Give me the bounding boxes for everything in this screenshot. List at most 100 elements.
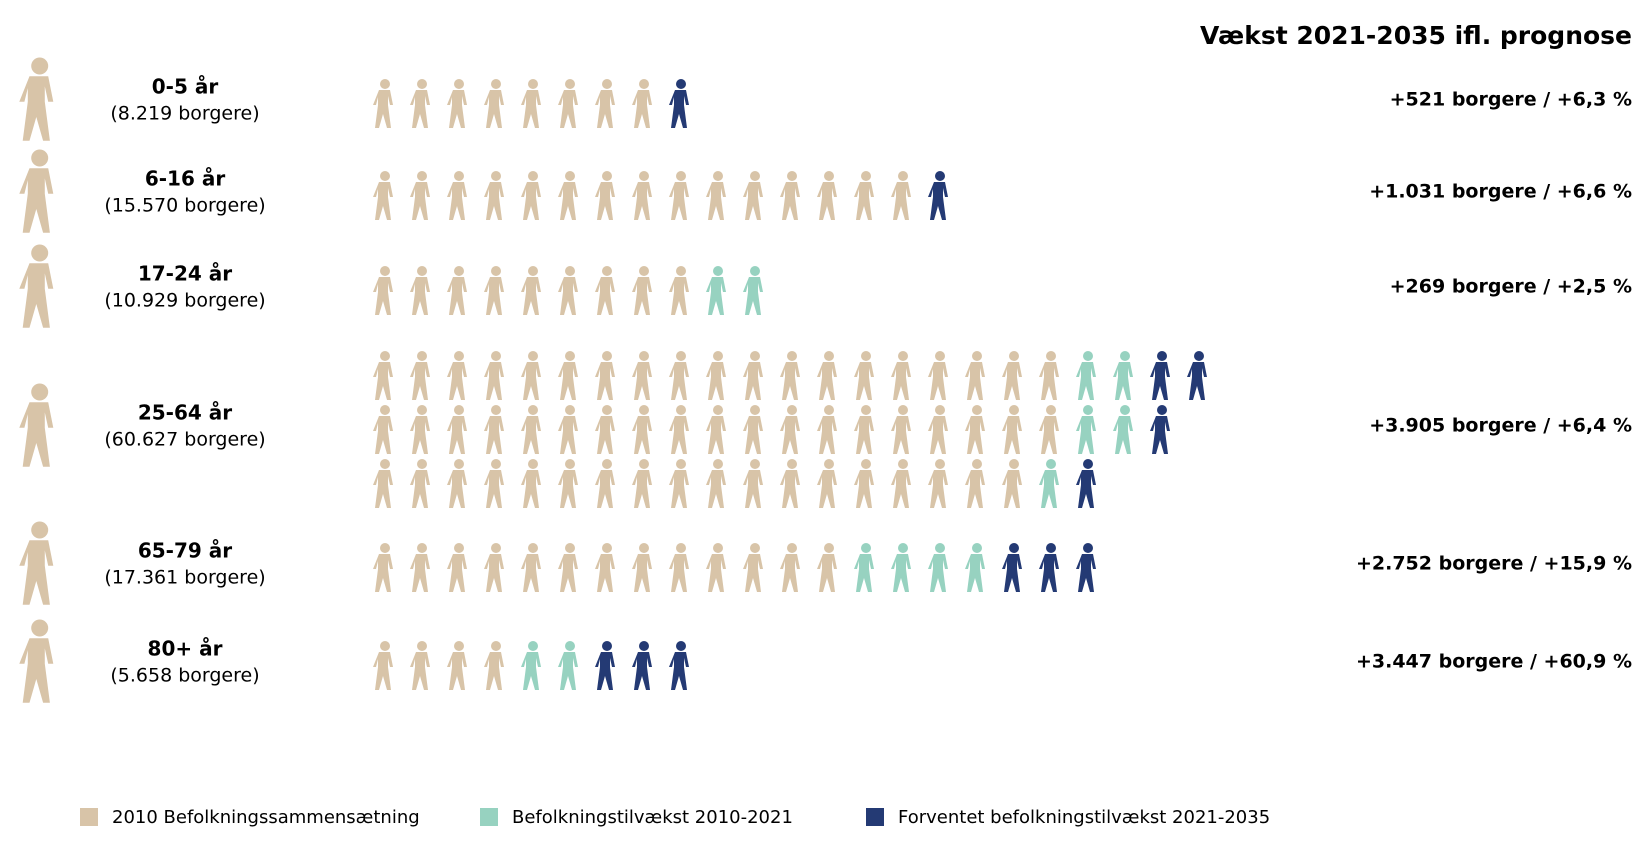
icon-body: [854, 362, 874, 400]
person-icon: [743, 405, 763, 454]
icon-body: [558, 652, 578, 690]
person-icon: [632, 171, 652, 220]
icon-body: [447, 90, 467, 128]
icon-body: [669, 277, 689, 315]
person-icon: [1002, 543, 1022, 592]
icon-head: [676, 405, 686, 415]
icon-head: [491, 459, 501, 469]
icon-head: [602, 351, 612, 361]
icon-head: [676, 351, 686, 361]
icon-head: [750, 405, 760, 415]
person-icon: [595, 351, 615, 400]
icon-body: [484, 362, 504, 400]
icon-body: [1076, 554, 1096, 592]
icon-body: [1150, 362, 1170, 400]
person-icon: [484, 459, 504, 508]
icon-body: [410, 182, 430, 220]
growth-label: +2.752 borgere / +15,9 %: [1356, 553, 1632, 575]
icon-body: [1113, 362, 1133, 400]
legend-swatch: [866, 808, 884, 826]
person-icon: [558, 266, 578, 315]
icon-body: [521, 182, 541, 220]
person-icon: [632, 351, 652, 400]
icon-head: [380, 641, 390, 651]
person-icon: [1039, 543, 1059, 592]
age-label: 6-16 år: [145, 167, 226, 191]
person-icon: [706, 266, 726, 315]
age-icon: [19, 619, 54, 703]
person-icon: [558, 171, 578, 220]
icon-head: [639, 171, 649, 181]
icon-body: [632, 182, 652, 220]
person-icon: [854, 459, 874, 508]
icon-body: [484, 90, 504, 128]
person-icon: [632, 405, 652, 454]
person-icon: [928, 543, 948, 592]
person-icon: [854, 543, 874, 592]
age-label: 80+ år: [148, 637, 223, 661]
icon-head: [750, 266, 760, 276]
icon-head: [491, 79, 501, 89]
person-icon: [669, 543, 689, 592]
icon-head: [31, 149, 49, 167]
icon-body: [410, 554, 430, 592]
person-icon: [521, 641, 541, 690]
person-icon: [891, 543, 911, 592]
person-icon: [595, 171, 615, 220]
age-label: 0-5 år: [152, 75, 219, 99]
person-icon: [817, 171, 837, 220]
person-icon: [632, 459, 652, 508]
person-icon: [632, 79, 652, 128]
icon-body: [817, 554, 837, 592]
icon-head: [602, 459, 612, 469]
icon-head: [454, 266, 464, 276]
person-icon: [743, 543, 763, 592]
icon-head: [602, 543, 612, 553]
icon-head: [639, 266, 649, 276]
icon-body: [19, 76, 54, 141]
person-icon: [669, 79, 689, 128]
icon-head: [417, 459, 427, 469]
person-icon: [1039, 351, 1059, 400]
icon-body: [891, 416, 911, 454]
icon-head: [639, 79, 649, 89]
icon-head: [1194, 351, 1204, 361]
person-icon: [373, 459, 393, 508]
icon-head: [417, 641, 427, 651]
icon-head: [454, 543, 464, 553]
icon-head: [454, 79, 464, 89]
icon-body: [521, 362, 541, 400]
icon-head: [417, 351, 427, 361]
icon-head: [639, 405, 649, 415]
icon-head: [935, 459, 945, 469]
icon-body: [817, 416, 837, 454]
icon-body: [558, 470, 578, 508]
icon-head: [1120, 351, 1130, 361]
person-icon: [447, 459, 467, 508]
icon-body: [780, 554, 800, 592]
person-icon: [410, 405, 430, 454]
icon-body: [447, 652, 467, 690]
person-icon: [447, 405, 467, 454]
icon-head: [380, 405, 390, 415]
icon-head: [565, 171, 575, 181]
icon-body: [595, 182, 615, 220]
icon-body: [1187, 362, 1207, 400]
growth-label: +3.905 borgere / +6,4 %: [1369, 415, 1632, 437]
icon-body: [817, 362, 837, 400]
icon-head: [787, 171, 797, 181]
icon-body: [373, 90, 393, 128]
age-label: 17-24 år: [138, 262, 232, 286]
icon-head: [1046, 543, 1056, 553]
icon-body: [1039, 416, 1059, 454]
age-count: (15.570 borgere): [104, 195, 265, 217]
person-icon: [521, 79, 541, 128]
person-icon: [706, 459, 726, 508]
icon-head: [528, 266, 538, 276]
icon-body: [484, 554, 504, 592]
icon-body: [410, 652, 430, 690]
icon-body: [521, 554, 541, 592]
icon-body: [743, 362, 763, 400]
icon-body: [669, 90, 689, 128]
icon-body: [1002, 362, 1022, 400]
